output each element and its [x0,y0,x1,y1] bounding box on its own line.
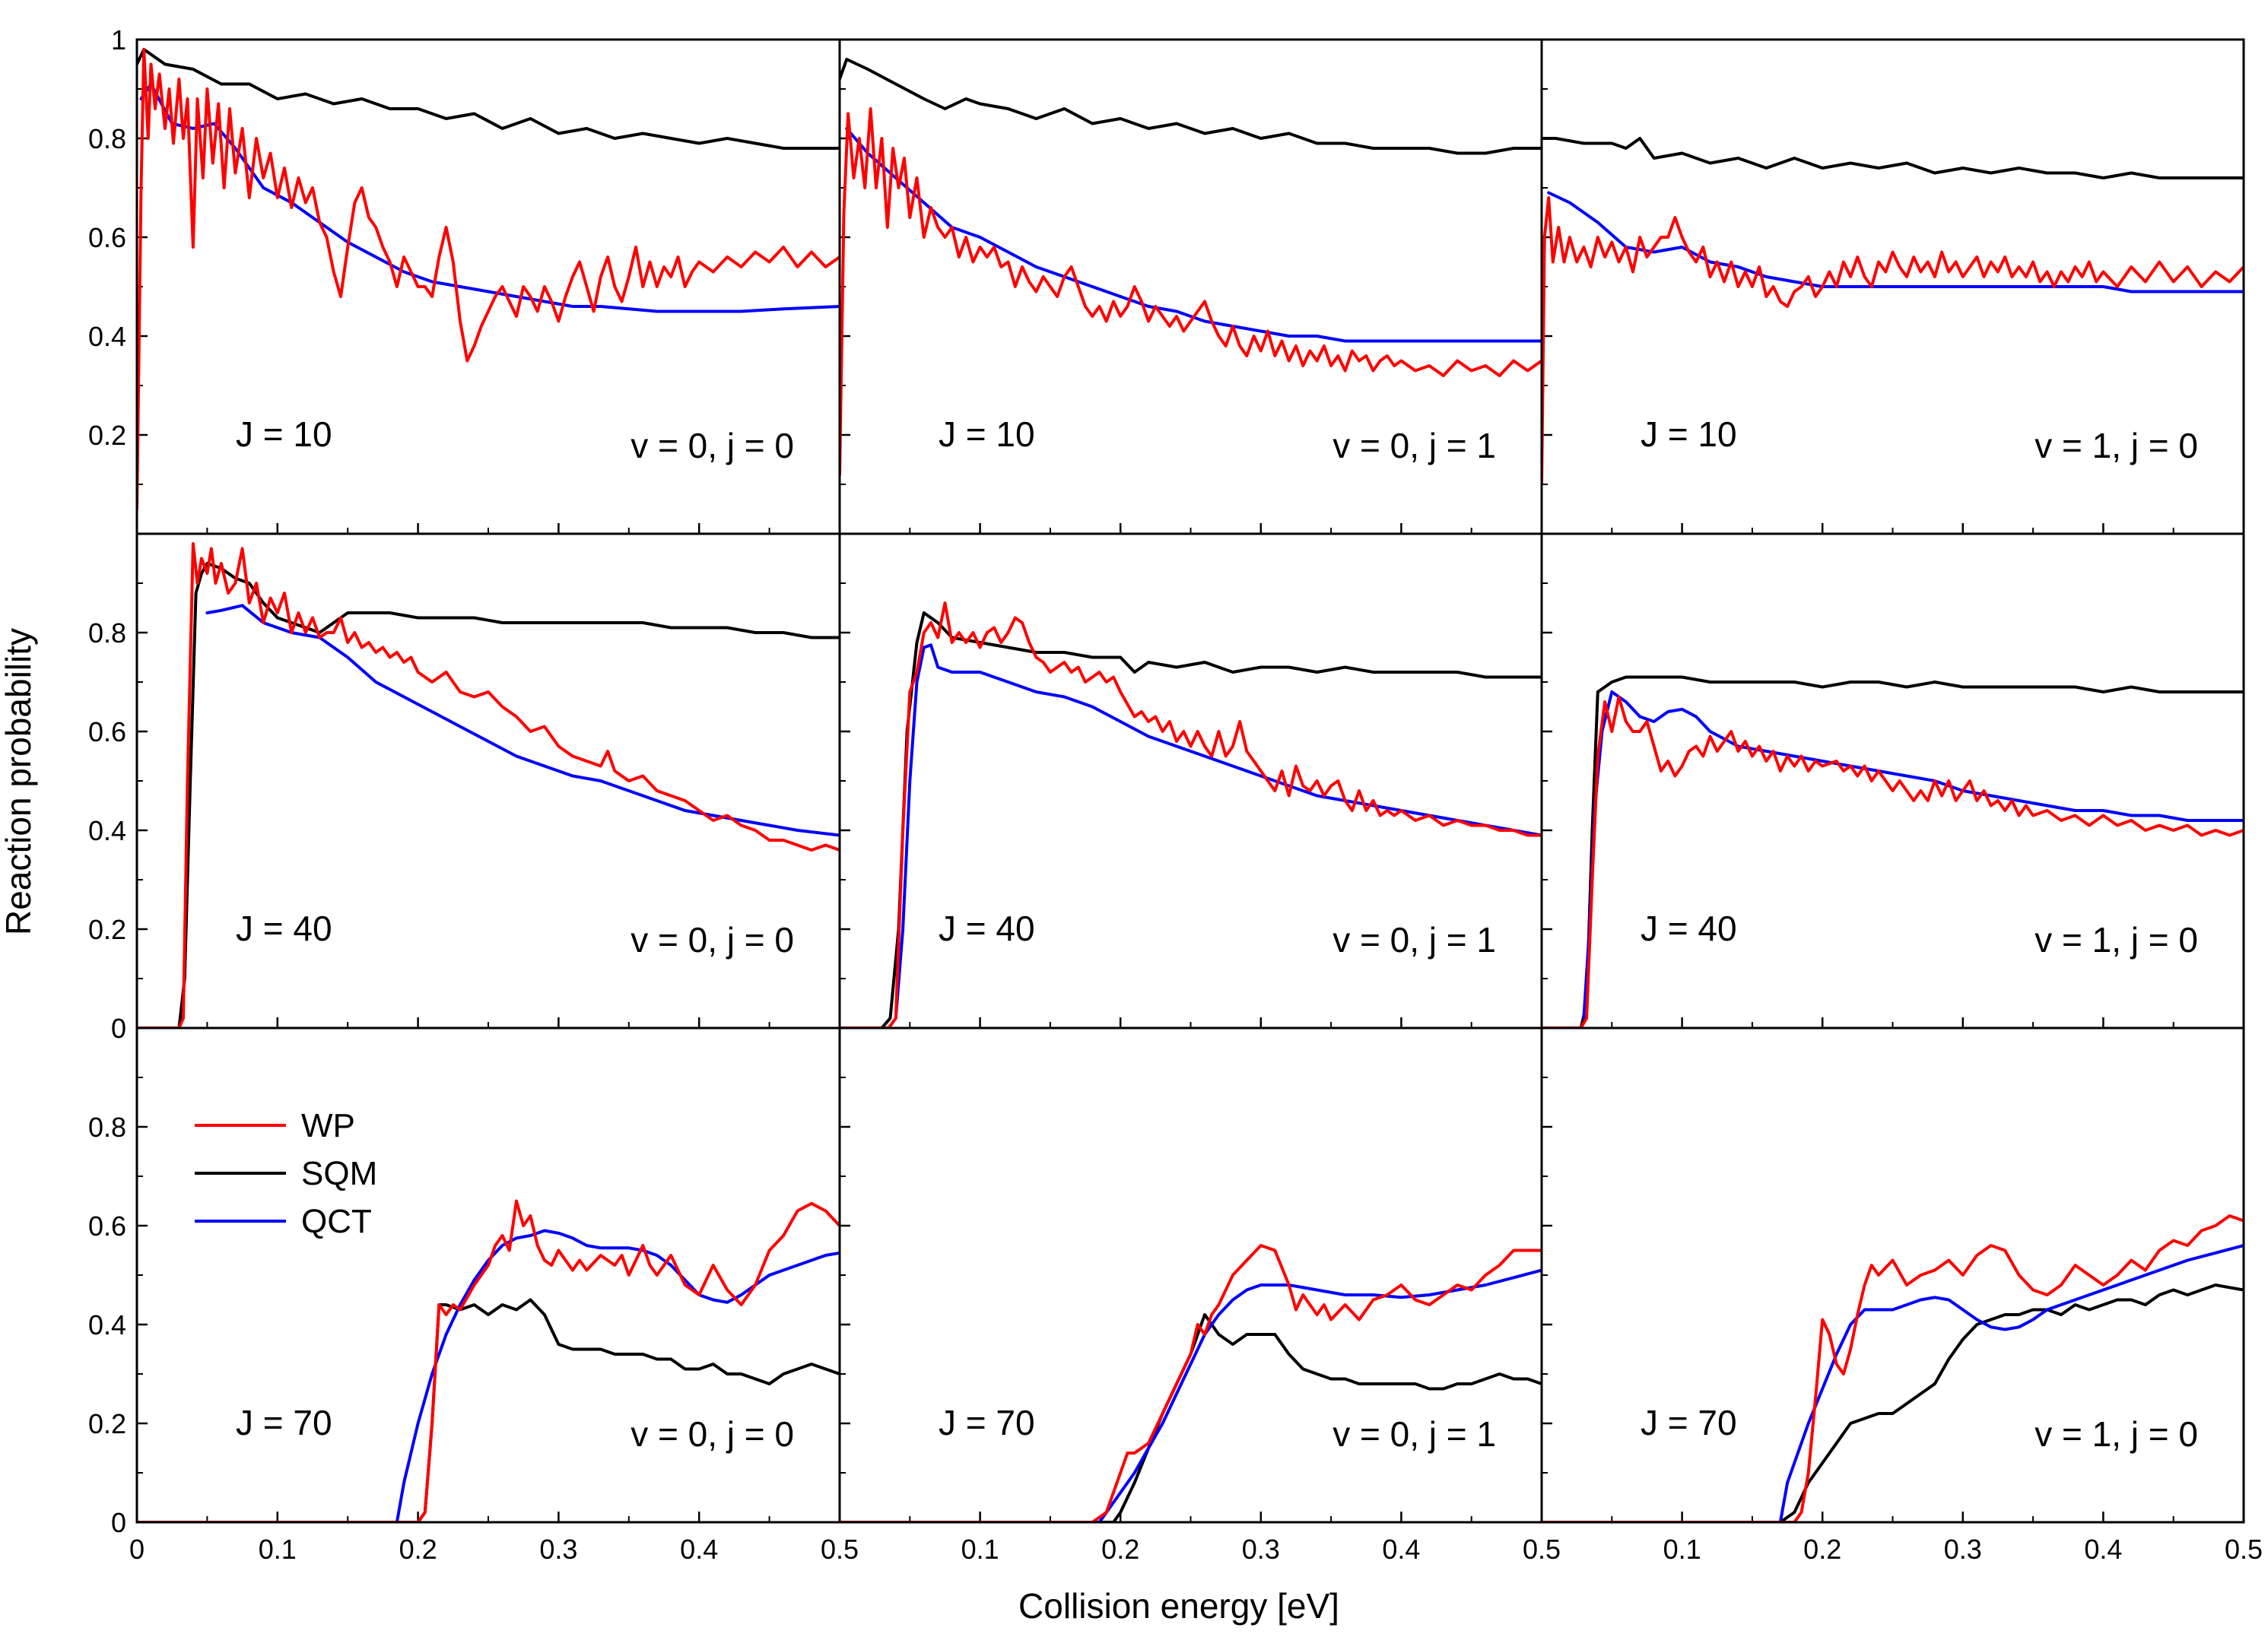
series-wp-line [137,542,840,1028]
y-tick-label: 1 [111,24,126,56]
panel-j40-v0-j0: J = 40 v = 0, j = 0 [135,532,841,1030]
panel-label-v-0-j-1: v = 0, j = 1 [1333,920,1496,960]
panel-label-j-70: J = 70 [939,1403,1035,1442]
y-tick-label: 0.4 [88,321,126,352]
x-tick-label: 0.5 [821,1534,859,1565]
panel-label-v-0-j-1: v = 0, j = 1 [1333,426,1496,465]
series-qct-line [1097,1268,1542,1522]
panel-j70-v0-j1: J = 70 v = 0, j = 1 [838,1026,1543,1524]
y-tick-label: 0.4 [88,1309,126,1341]
x-tick-label: 0.1 [1663,1534,1701,1565]
x-tick-label: 0.5 [1523,1534,1561,1565]
series-qct-line [139,82,840,313]
y-tick-label: 0.6 [88,222,126,253]
x-tick-label: 0.4 [1382,1534,1420,1565]
panel-label-j-40: J = 40 [236,909,332,948]
x-tick-label: 0.3 [1242,1534,1280,1565]
series-sqm-line [840,611,1542,1028]
series-wp-line [840,107,1542,476]
series-wp-line [1542,196,2244,486]
panel-j10-v1-j0: J = 10 v = 1, j = 0 [1540,38,2245,535]
x-tick-label: 0.2 [1803,1534,1841,1565]
y-tick-label: 0.2 [88,914,126,945]
y-tick-labels: 0.2 0.4 0.6 0.8 1 0 0.2 0.4 0.6 0.8 0 0.2 0.4 0.6 0.8 [88,24,126,1538]
x-tick-label: 0.1 [961,1534,999,1565]
panel-label-j-10: J = 10 [236,414,332,454]
y-tick-label: 0.4 [88,815,126,846]
panel-label-j-10: J = 10 [939,414,1035,454]
panel-label-v-1-j-0: v = 1, j = 0 [2035,920,2198,960]
series-qct-line [894,643,1542,1020]
panel-label-j-70: J = 70 [1641,1403,1737,1442]
panel-j70-v0-j0: J = 70 v = 0, j = 0 [135,1026,841,1524]
series-wp-line [840,601,1542,1028]
panel-frame [1540,1026,2245,1524]
y-tick-label: 0.8 [88,123,126,154]
panel-j70-v1-j0: J = 70 v = 1, j = 0 [1540,1026,2245,1524]
series-qct-line [1547,191,2244,293]
panel-label-v-0-j-0: v = 0, j = 0 [631,426,794,465]
panel-j10-v0-j1: J = 10 v = 0, j = 1 [838,38,1543,535]
series-qct-line [1778,1244,2244,1522]
panel-j40-v1-j0: J = 40 v = 1, j = 0 [1540,532,2245,1030]
series-qct-line [205,604,840,837]
series-qct-line [1582,690,2244,1020]
series-sqm-line [137,48,840,150]
legend-label-qct: QCT [301,1203,372,1240]
y-tick-label: 0.8 [88,617,126,649]
panel-j40-v0-j1: J = 40 v = 0, j = 1 [838,532,1543,1030]
y-axis-label: Reaction probability [0,628,38,935]
panel-label-j-40: J = 40 [939,909,1035,948]
x-tick-label: 0.4 [680,1534,718,1565]
x-tick-label: 0.3 [539,1534,577,1565]
legend: WP SQM QCT [195,1107,377,1240]
panel-label-v-1-j-0: v = 1, j = 0 [2035,426,2198,465]
y-tick-label: 0.8 [88,1112,126,1143]
y-tick-label: 0.6 [88,1210,126,1242]
x-tick-label: 0 [129,1534,145,1565]
panel-label-j-70: J = 70 [236,1403,332,1442]
panel-label-v-0-j-1: v = 0, j = 1 [1333,1414,1496,1454]
x-tick-label: 0.1 [259,1534,297,1565]
y-tick-label: 0 [111,1013,126,1044]
series-sqm-line [1542,675,2244,1028]
series-sqm-line [1542,137,2244,179]
legend-label-wp: WP [301,1107,355,1144]
legend-label-sqm: SQM [301,1155,377,1192]
y-tick-label: 0.6 [88,716,126,747]
panel-label-v-0-j-0: v = 0, j = 0 [631,920,794,960]
panel-label-j-40: J = 40 [1641,909,1737,948]
series-wp-line [137,1199,840,1522]
x-tick-label: 0.2 [1101,1534,1139,1565]
series-wp-line [1542,695,2244,1028]
y-tick-label: 0 [111,1507,126,1538]
series-sqm-line [840,58,1542,155]
x-tick-labels: 0 0.1 0.2 0.3 0.4 0.5 0.1 0.2 0.3 0.4 0.5 0.1 0.2 0.3… [129,1534,2263,1565]
series-sqm-line [1542,1283,2244,1522]
series-qct-line [845,127,1542,343]
x-tick-label: 0.3 [1944,1534,1982,1565]
panel-label-j-10: J = 10 [1641,414,1737,454]
x-tick-label: 0.5 [2225,1534,2263,1565]
series-qct-line [395,1229,840,1522]
x-tick-label: 0.2 [399,1534,437,1565]
y-tick-label: 0.2 [88,1408,126,1439]
series-wp-line [137,48,840,511]
series-wp-line [840,1244,1542,1522]
y-tick-label: 0.2 [88,420,126,451]
series-wp-line [1542,1214,2244,1522]
panel-label-v-0-j-0: v = 0, j = 0 [631,1414,794,1454]
panel-label-v-1-j-0: v = 1, j = 0 [2035,1414,2198,1454]
x-axis-label: Collision energy [eV] [1018,1586,1339,1626]
panel-j10-v0-j0: J = 10 v = 0, j = 0 [135,38,841,535]
x-tick-label: 0.4 [2084,1534,2122,1565]
